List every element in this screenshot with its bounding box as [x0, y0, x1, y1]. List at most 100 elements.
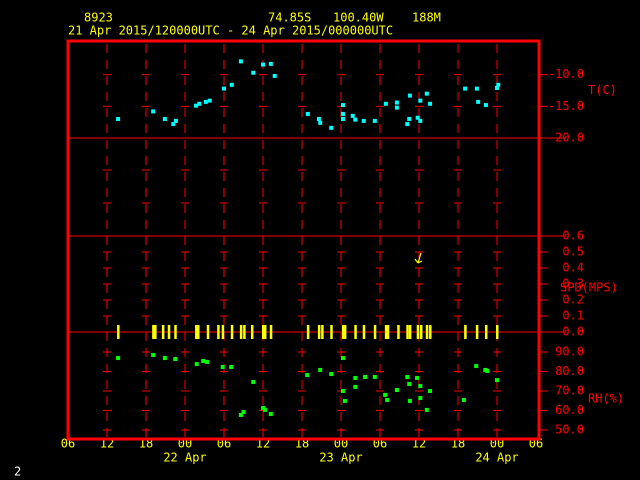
data-point [405, 122, 410, 127]
calm-wind [373, 325, 377, 339]
data-point [116, 117, 121, 121]
data-point [363, 374, 368, 379]
y-axis-label: T(C) [588, 83, 617, 97]
calm-wind [263, 325, 267, 339]
data-point [272, 73, 277, 78]
calm-wind [317, 325, 321, 339]
calm-wind [306, 325, 310, 339]
calm-wind [343, 325, 347, 339]
y-tick-label: 60.0 [555, 403, 584, 417]
data-point [340, 356, 345, 361]
data-point [428, 389, 433, 393]
data-point [238, 59, 243, 64]
y-tick-label: 0.1 [562, 309, 584, 323]
data-point [340, 111, 345, 116]
calm-wind [117, 325, 120, 339]
calm-wind [206, 325, 210, 339]
calm-wind [221, 325, 225, 339]
data-point [316, 117, 321, 121]
y-tick-label: 0.2 [562, 293, 584, 307]
data-point [407, 381, 412, 386]
data-point [251, 380, 256, 385]
data-point [340, 117, 345, 121]
data-point [173, 118, 178, 123]
data-point [222, 86, 226, 91]
calm-wind [419, 325, 423, 339]
data-point [394, 388, 399, 393]
calm-wind [416, 325, 420, 339]
data-point [238, 412, 243, 417]
data-point [194, 103, 199, 108]
calm-wind [406, 325, 409, 339]
data-point [251, 70, 256, 75]
calm-wind [321, 325, 324, 339]
calm-wind [152, 325, 155, 339]
calm-wind [496, 325, 499, 339]
data-point [268, 61, 273, 66]
calm-wind [408, 325, 412, 339]
data-point [241, 410, 246, 415]
calm-wind [464, 325, 467, 339]
y-tick-label: 80.0 [555, 364, 584, 378]
calm-wind [269, 325, 273, 339]
data-point [261, 62, 265, 67]
date-label: 24 Apr [475, 451, 518, 465]
data-point [415, 375, 420, 380]
elevation: 188M [412, 11, 441, 25]
data-point [305, 373, 310, 378]
calm-wind [429, 325, 432, 339]
data-point [418, 383, 423, 388]
data-point [207, 98, 212, 103]
y-tick-label: 0.4 [562, 261, 584, 275]
data-point [268, 412, 273, 417]
data-point [151, 352, 156, 357]
calm-wind [161, 325, 165, 339]
calm-wind [262, 325, 265, 339]
data-point [350, 113, 355, 118]
data-point [205, 359, 210, 364]
data-point [318, 367, 323, 372]
y-tick-label: -10.0 [548, 67, 584, 81]
y-tick-label: -15.0 [548, 99, 584, 113]
data-point [116, 356, 121, 361]
data-point [424, 91, 429, 96]
data-point [418, 118, 423, 123]
calm-wind [384, 325, 388, 339]
data-point [201, 358, 206, 363]
calm-wind [197, 325, 200, 339]
data-point [394, 100, 399, 105]
data-point [340, 389, 345, 393]
data-point [173, 357, 178, 362]
period: 21 Apr 2015/120000UTC - 24 Apr 2015/0000… [68, 24, 393, 38]
data-point [340, 103, 345, 108]
calm-wind [239, 325, 243, 339]
data-point [329, 372, 334, 377]
calm-wind [250, 325, 254, 339]
data-point [197, 101, 202, 106]
calm-wind [154, 325, 157, 339]
data-point [476, 99, 481, 104]
data-point [405, 374, 410, 379]
data-point [418, 98, 423, 103]
data-point [171, 122, 176, 127]
data-point [383, 101, 388, 106]
calm-wind [354, 325, 357, 339]
calm-wind [397, 325, 400, 339]
calm-wind [484, 325, 488, 339]
data-point [495, 85, 499, 90]
data-point [496, 82, 501, 87]
data-point [318, 120, 323, 125]
data-point [394, 105, 399, 110]
station-id: 8923 [84, 11, 113, 25]
data-point [329, 125, 334, 130]
data-point [372, 374, 377, 379]
data-point [474, 364, 479, 369]
date-label: 23 Apr [319, 451, 362, 465]
data-point [229, 82, 234, 87]
calm-wind [362, 325, 366, 339]
data-point [342, 398, 347, 403]
data-point [383, 392, 388, 397]
calm-wind [217, 325, 220, 339]
